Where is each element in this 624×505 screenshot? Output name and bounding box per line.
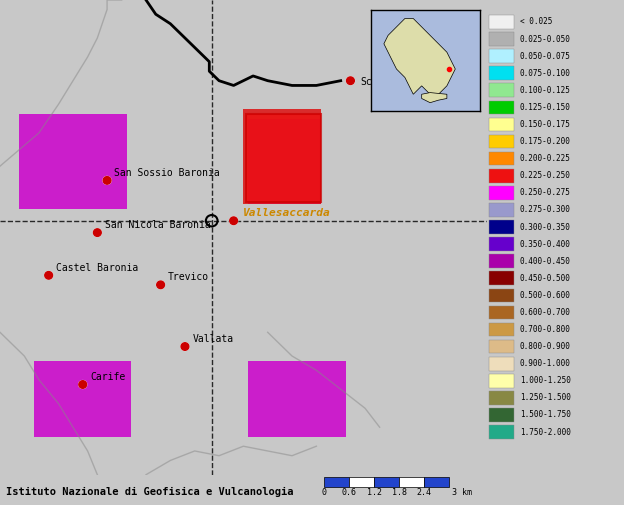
- Bar: [19, 114, 127, 209]
- Text: 0.350-0.400: 0.350-0.400: [520, 239, 570, 248]
- Bar: [489, 425, 514, 439]
- Text: 0.600-0.700: 0.600-0.700: [520, 308, 570, 317]
- Bar: [489, 83, 514, 97]
- Text: 1.000-1.250: 1.000-1.250: [520, 376, 570, 385]
- Circle shape: [94, 229, 101, 236]
- Text: 0.400-0.450: 0.400-0.450: [520, 257, 570, 266]
- Bar: [489, 357, 514, 371]
- Text: Castel Baronia: Castel Baronia: [56, 263, 139, 273]
- Bar: [424, 477, 449, 487]
- Circle shape: [79, 381, 87, 388]
- Bar: [489, 220, 514, 234]
- Bar: [34, 361, 132, 437]
- Bar: [489, 118, 514, 131]
- Bar: [489, 323, 514, 336]
- Text: Vallata: Vallata: [192, 334, 233, 344]
- Text: 0.250-0.275: 0.250-0.275: [520, 188, 570, 197]
- Circle shape: [157, 281, 165, 289]
- Circle shape: [346, 77, 354, 84]
- Bar: [399, 477, 424, 487]
- Text: 3 km: 3 km: [452, 488, 472, 497]
- Bar: [489, 32, 514, 46]
- Bar: [489, 374, 514, 388]
- Bar: [489, 391, 514, 405]
- Bar: [489, 152, 514, 166]
- Text: San Nicola Baronia: San Nicola Baronia: [105, 220, 210, 230]
- Bar: [489, 135, 514, 148]
- Bar: [243, 109, 321, 204]
- Bar: [489, 186, 514, 199]
- Text: 0.175-0.200: 0.175-0.200: [520, 137, 570, 146]
- Text: Trevico: Trevico: [168, 272, 209, 282]
- Bar: [489, 271, 514, 285]
- Bar: [489, 237, 514, 251]
- Bar: [489, 408, 514, 422]
- Circle shape: [181, 343, 189, 350]
- Bar: [489, 306, 514, 319]
- Text: Carife: Carife: [90, 372, 125, 382]
- Text: 0: 0: [322, 488, 327, 497]
- Bar: [489, 169, 514, 183]
- Bar: [489, 100, 514, 114]
- Text: 0.025-0.050: 0.025-0.050: [520, 34, 570, 43]
- Bar: [489, 340, 514, 353]
- Text: 0.300-0.350: 0.300-0.350: [520, 223, 570, 231]
- Bar: [324, 477, 349, 487]
- Text: 0.200-0.225: 0.200-0.225: [520, 154, 570, 163]
- Text: 2.4: 2.4: [417, 488, 432, 497]
- Bar: [489, 288, 514, 302]
- Text: Vallesaccarda: Vallesaccarda: [243, 208, 331, 218]
- Text: 1.500-1.750: 1.500-1.750: [520, 411, 570, 420]
- Text: 0.275-0.300: 0.275-0.300: [520, 206, 570, 215]
- Circle shape: [103, 177, 111, 184]
- Bar: [248, 119, 321, 204]
- Circle shape: [230, 217, 238, 225]
- Text: 0.450-0.500: 0.450-0.500: [520, 274, 570, 283]
- Text: 0.150-0.175: 0.150-0.175: [520, 120, 570, 129]
- Text: 0.225-0.250: 0.225-0.250: [520, 171, 570, 180]
- Text: 0.075-0.100: 0.075-0.100: [520, 69, 570, 78]
- Text: < 0.025: < 0.025: [520, 18, 552, 26]
- Polygon shape: [384, 19, 456, 98]
- Bar: [489, 255, 514, 268]
- Text: 0.050-0.075: 0.050-0.075: [520, 52, 570, 61]
- Bar: [374, 477, 399, 487]
- Text: 1.250-1.500: 1.250-1.500: [520, 393, 570, 402]
- Text: 0.500-0.600: 0.500-0.600: [520, 291, 570, 300]
- Text: 1.2: 1.2: [367, 488, 382, 497]
- Polygon shape: [422, 92, 447, 103]
- Bar: [489, 15, 514, 29]
- Text: 0.125-0.150: 0.125-0.150: [520, 103, 570, 112]
- Text: 0.700-0.800: 0.700-0.800: [520, 325, 570, 334]
- Text: 0.100-0.125: 0.100-0.125: [520, 86, 570, 95]
- Text: 1.750-2.000: 1.750-2.000: [520, 428, 570, 436]
- Bar: [248, 361, 346, 437]
- Bar: [489, 49, 514, 63]
- Bar: [489, 66, 514, 80]
- Circle shape: [45, 272, 52, 279]
- Bar: [489, 203, 514, 217]
- Text: 0.900-1.000: 0.900-1.000: [520, 359, 570, 368]
- Text: Istituto Nazionale di Geofisica e Vulcanologia: Istituto Nazionale di Geofisica e Vulcan…: [6, 487, 294, 497]
- Bar: [246, 114, 321, 201]
- Text: 0.800-0.900: 0.800-0.900: [520, 342, 570, 351]
- Text: 0.6: 0.6: [342, 488, 357, 497]
- Text: Scampitella: Scampitella: [360, 77, 425, 87]
- Bar: [349, 477, 374, 487]
- Text: San Sossio Baronia: San Sossio Baronia: [114, 168, 220, 178]
- Text: 1.8: 1.8: [392, 488, 407, 497]
